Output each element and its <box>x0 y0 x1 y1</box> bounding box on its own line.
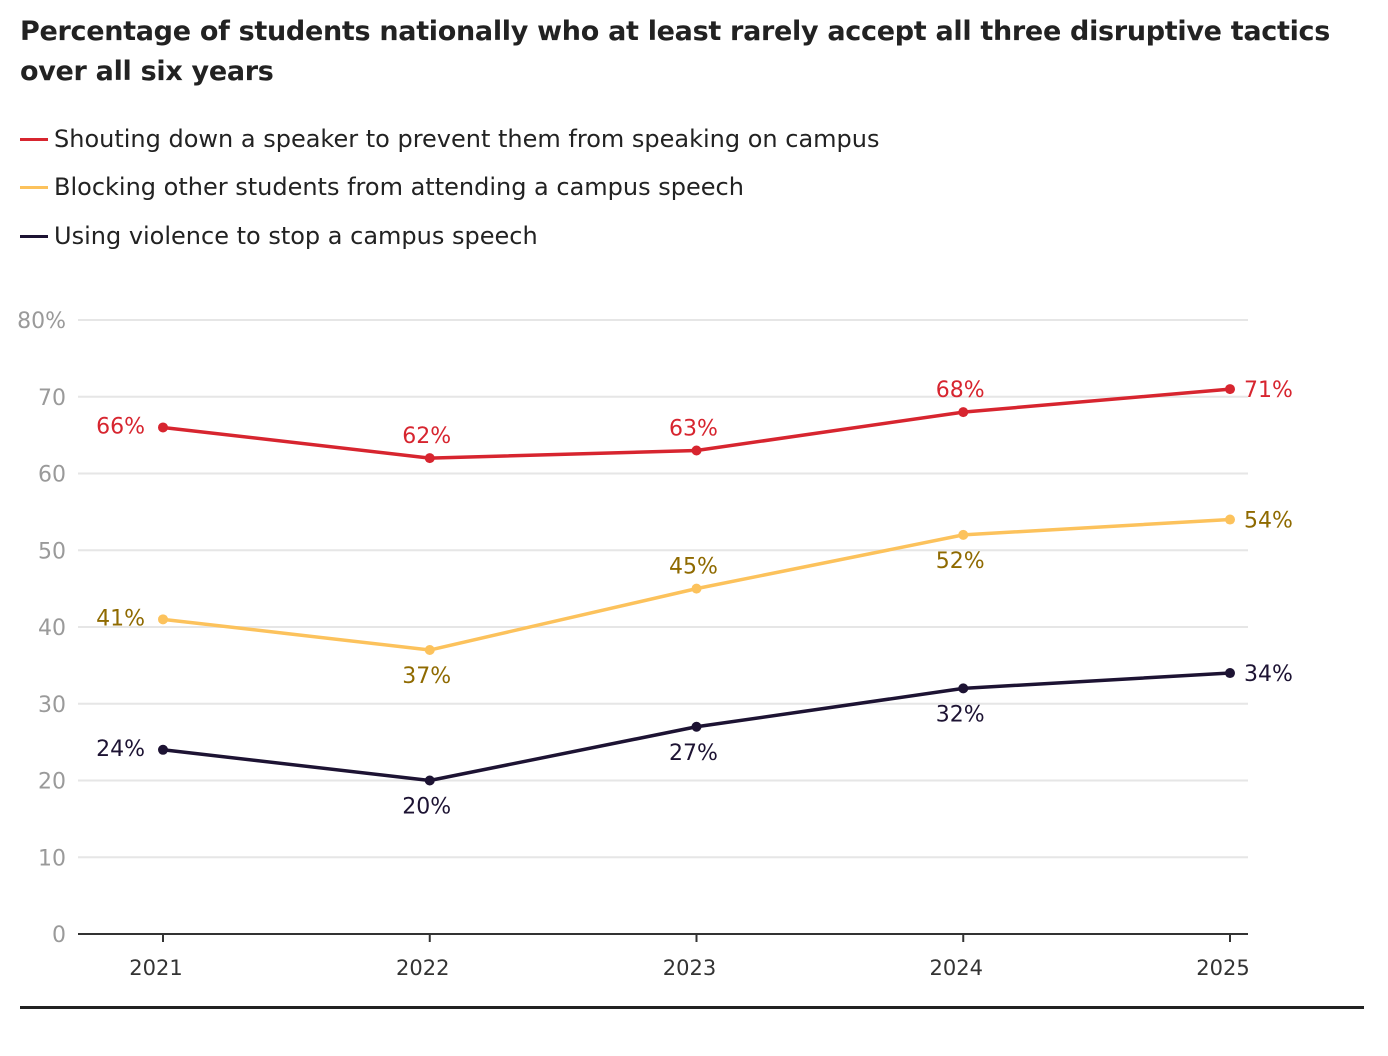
y-tick-label: 10 <box>38 846 66 871</box>
data-point <box>691 445 702 456</box>
legend-label: Shouting down a speaker to prevent them … <box>54 125 880 153</box>
legend-swatch <box>20 137 48 141</box>
x-tick-label: 2025 <box>1196 956 1249 980</box>
legend-item-blocking: Blocking other students from attending a… <box>20 173 744 201</box>
data-point <box>158 614 168 625</box>
data-label: 68% <box>936 378 985 403</box>
x-tick-label: 2021 <box>129 956 182 980</box>
data-label: 37% <box>402 664 451 689</box>
x-tick-label: 2024 <box>930 956 983 980</box>
y-tick-label: 20 <box>38 770 66 795</box>
data-label: 52% <box>936 549 985 574</box>
data-point <box>1225 668 1235 679</box>
x-tick-label: 2022 <box>396 956 449 980</box>
legend-item-violence: Using violence to stop a campus speech <box>20 222 538 250</box>
legend-label: Blocking other students from attending a… <box>54 173 744 201</box>
bottom-rule <box>20 1006 1364 1009</box>
data-point <box>958 529 969 540</box>
y-tick-label: 50 <box>38 539 66 564</box>
data-point <box>158 422 168 433</box>
data-label: 54% <box>1244 509 1293 534</box>
data-label: 32% <box>936 702 985 727</box>
data-label: 24% <box>96 737 145 762</box>
data-label: 62% <box>402 424 451 449</box>
data-label: 66% <box>96 414 145 439</box>
data-label: 34% <box>1244 662 1293 687</box>
y-tick-label: 60 <box>38 463 66 488</box>
data-label: 63% <box>669 416 718 441</box>
chart-title: Percentage of students nationally who at… <box>20 16 1331 87</box>
data-point <box>424 645 435 656</box>
legend-swatch <box>20 234 48 238</box>
y-tick-label: 30 <box>38 693 66 718</box>
x-tick-label: 2023 <box>663 956 716 980</box>
y-tick-label: 40 <box>38 616 66 641</box>
data-point <box>424 453 435 464</box>
data-label: 41% <box>96 606 145 631</box>
y-tick-label: 0 <box>52 923 66 948</box>
data-point <box>1225 384 1235 395</box>
legend-swatch <box>20 185 48 189</box>
data-point <box>958 683 969 694</box>
legend-label: Using violence to stop a campus speech <box>54 222 538 250</box>
data-point <box>1225 514 1235 525</box>
data-label: 45% <box>669 555 718 580</box>
data-label: 27% <box>669 741 718 766</box>
legend-item-shouting: Shouting down a speaker to prevent them … <box>20 125 880 153</box>
data-label: 20% <box>402 795 451 820</box>
data-point <box>424 775 435 786</box>
data-point <box>158 744 168 755</box>
y-tick-label: 70 <box>38 386 66 411</box>
y-tick-label: 80% <box>17 309 66 334</box>
data-point <box>691 721 702 732</box>
data-point <box>691 583 702 594</box>
data-point <box>958 407 969 418</box>
data-label: 71% <box>1244 378 1293 403</box>
